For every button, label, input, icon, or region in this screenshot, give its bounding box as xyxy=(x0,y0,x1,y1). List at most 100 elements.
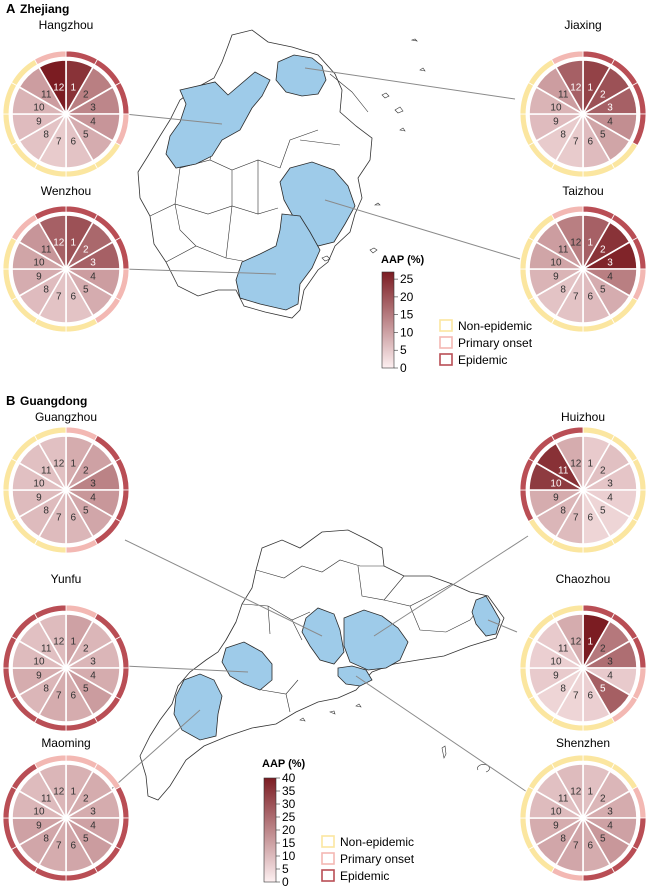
month-label-hangzhou-m2: 2 xyxy=(83,90,89,101)
guangdong-islands xyxy=(299,703,490,773)
region-chaozhou xyxy=(471,595,501,637)
month-label-shenzhen-m9: 9 xyxy=(553,821,559,832)
status-ring-taizhou-m12 xyxy=(550,205,584,221)
month-label-jiaxing-m6: 6 xyxy=(587,137,593,148)
region-taizhou xyxy=(279,161,356,247)
colorbar-tick-label: 15 xyxy=(282,836,296,850)
month-label-chaozhou-m5: 5 xyxy=(600,683,606,694)
colorbar-tick-label: 25 xyxy=(400,272,414,286)
month-label-guangzhou-m4: 4 xyxy=(90,493,96,504)
month-label-jiaxing-m4: 4 xyxy=(607,117,613,128)
month-label-jiaxing-m9: 9 xyxy=(553,117,559,128)
month-label-guangzhou-m7: 7 xyxy=(56,513,62,524)
colorbar-tick-label: 5 xyxy=(400,343,407,357)
guangdong-inner-borders xyxy=(225,559,487,713)
region-hangzhou xyxy=(165,71,271,169)
month-label-maoming-m8: 8 xyxy=(43,833,49,844)
month-label-shenzhen-m5: 5 xyxy=(600,833,606,844)
wedge-wenzhou-m12 xyxy=(37,214,67,272)
leader-taizhou xyxy=(324,199,521,260)
status-ring-shenzhen-m12 xyxy=(550,754,584,770)
month-label-yunfu-m12: 12 xyxy=(53,636,65,647)
leader-jiaxing xyxy=(304,67,516,100)
city-label-wenzhou: Wenzhou xyxy=(41,184,91,198)
month-label-chaozhou-m8: 8 xyxy=(560,683,566,694)
wedge-taizhou-m12 xyxy=(554,214,584,272)
month-label-jiaxing-m12: 12 xyxy=(570,82,582,93)
month-label-chaozhou-m4: 4 xyxy=(607,671,613,682)
month-label-guangzhou-m3: 3 xyxy=(90,478,96,489)
colorbar-tick-label: 0 xyxy=(400,361,407,375)
month-label-taizhou-m1: 1 xyxy=(587,237,593,248)
month-label-yunfu-m8: 8 xyxy=(43,683,49,694)
month-label-hangzhou-m12: 12 xyxy=(53,82,65,93)
region-guangzhou xyxy=(301,607,345,665)
city-label-maoming: Maoming xyxy=(41,736,90,750)
wedge-maoming-m12 xyxy=(37,763,67,821)
month-label-hangzhou-m11: 11 xyxy=(41,90,52,101)
city-label-hangzhou: Hangzhou xyxy=(39,18,94,32)
month-label-taizhou-m5: 5 xyxy=(600,284,606,295)
month-label-huizhou-m4: 4 xyxy=(607,493,613,504)
month-label-guangzhou-m1: 1 xyxy=(70,458,76,469)
month-label-jiaxing-m8: 8 xyxy=(560,129,566,140)
month-label-hangzhou-m5: 5 xyxy=(83,129,89,140)
legend-label-non-epidemic: Non-epidemic xyxy=(458,319,532,333)
month-label-wenzhou-m5: 5 xyxy=(83,284,89,295)
month-label-hangzhou-m9: 9 xyxy=(36,117,42,128)
legend-label-epidemic: Epidemic xyxy=(458,353,507,367)
month-label-chaozhou-m9: 9 xyxy=(553,671,559,682)
month-label-taizhou-m8: 8 xyxy=(560,284,566,295)
colorbar-b-bar xyxy=(263,777,277,883)
month-label-maoming-m9: 9 xyxy=(36,821,42,832)
month-label-yunfu-m5: 5 xyxy=(83,683,89,694)
month-label-huizhou-m6: 6 xyxy=(587,513,593,524)
month-label-guangzhou-m12: 12 xyxy=(53,458,65,469)
month-label-maoming-m4: 4 xyxy=(90,821,96,832)
city-label-yunfu: Yunfu xyxy=(51,572,82,586)
month-label-chaozhou-m7: 7 xyxy=(573,691,579,702)
month-label-huizhou-m11: 11 xyxy=(558,466,569,477)
status-ring-jiaxing-m12 xyxy=(550,50,584,66)
leader-maoming xyxy=(107,709,201,793)
city-label-guangzhou: Guangzhou xyxy=(35,410,97,424)
month-label-shenzhen-m4: 4 xyxy=(607,821,613,832)
month-label-huizhou-m7: 7 xyxy=(573,513,579,524)
month-label-taizhou-m7: 7 xyxy=(573,292,579,303)
month-label-yunfu-m4: 4 xyxy=(90,671,96,682)
legend-swatch-epidemic xyxy=(321,869,335,882)
status-ring-chaozhou-m12 xyxy=(550,604,584,620)
month-label-guangzhou-m8: 8 xyxy=(43,505,49,516)
month-label-huizhou-m2: 2 xyxy=(600,466,606,477)
month-label-hangzhou-m8: 8 xyxy=(43,129,49,140)
city-label-jiaxing: Jiaxing xyxy=(564,18,601,32)
region-yunfu xyxy=(221,641,273,691)
legend-swatch-non-epidemic xyxy=(321,835,335,848)
wedge-huizhou-m12 xyxy=(554,435,584,493)
panel-b-letter: B xyxy=(6,393,15,408)
month-label-guangzhou-m10: 10 xyxy=(33,478,45,489)
colorbar-tick-label: 15 xyxy=(400,308,414,322)
month-label-wenzhou-m6: 6 xyxy=(70,292,76,303)
legend-swatch-primary-onset xyxy=(439,336,453,349)
wedge-jiaxing-m12 xyxy=(554,59,584,117)
leader-guangzhou xyxy=(124,539,323,637)
month-label-jiaxing-m7: 7 xyxy=(573,137,579,148)
legend-label-primary-onset: Primary onset xyxy=(340,852,415,866)
month-label-chaozhou-m1: 1 xyxy=(587,636,593,647)
month-label-wenzhou-m1: 1 xyxy=(70,237,76,248)
colorbar-a-title: AAP (%) xyxy=(381,254,425,266)
wedge-yunfu-m12 xyxy=(37,613,67,671)
month-label-huizhou-m12: 12 xyxy=(570,458,582,469)
city-label-chaozhou: Chaozhou xyxy=(556,572,611,586)
colorbar-tick-label: 20 xyxy=(400,290,414,304)
